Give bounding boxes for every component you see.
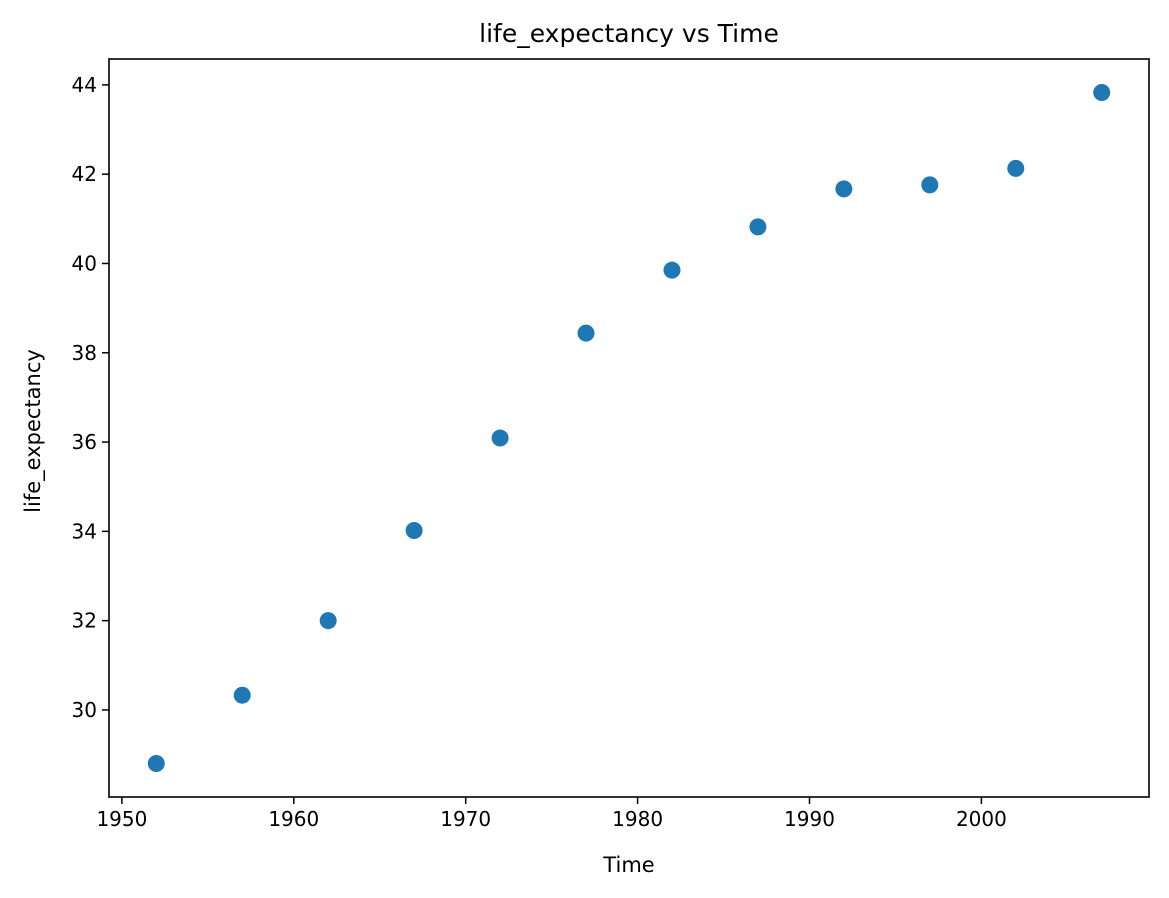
y-tick-label: 38 [72,341,97,365]
data-point [921,176,939,194]
x-tick-label: 1970 [440,807,491,831]
data-point [233,686,251,704]
data-point [1093,83,1111,101]
data-point [835,180,853,198]
data-point [147,755,165,773]
y-tick-label: 42 [72,162,97,186]
y-tick-label: 32 [72,609,97,633]
y-tick-label: 36 [72,430,97,454]
y-tick-label: 40 [72,251,97,275]
data-point [577,324,595,342]
chart-title: life_expectancy vs Time [479,19,779,48]
data-point [405,521,423,539]
x-tick-label: 1960 [268,807,319,831]
y-tick-label: 30 [72,698,97,722]
data-point [749,218,767,236]
plot-area: 1950 1960 1970 1980 1990 2000 30 32 34 36 38 40 42 44 [72,58,1150,831]
x-tick-label: 1980 [612,807,663,831]
x-tick-label: 2000 [956,807,1007,831]
data-point [663,261,681,279]
x-tick-label: 1990 [784,807,835,831]
y-tick-label: 34 [72,519,97,543]
data-point [1007,159,1025,177]
x-axis-label: Time [602,853,654,877]
plot-frame [108,58,1150,798]
y-axis-label: life_expectancy [21,349,46,513]
data-point [491,429,509,447]
data-point [319,612,337,630]
x-tick-label: 1950 [96,807,147,831]
y-tick-label: 44 [72,73,97,97]
